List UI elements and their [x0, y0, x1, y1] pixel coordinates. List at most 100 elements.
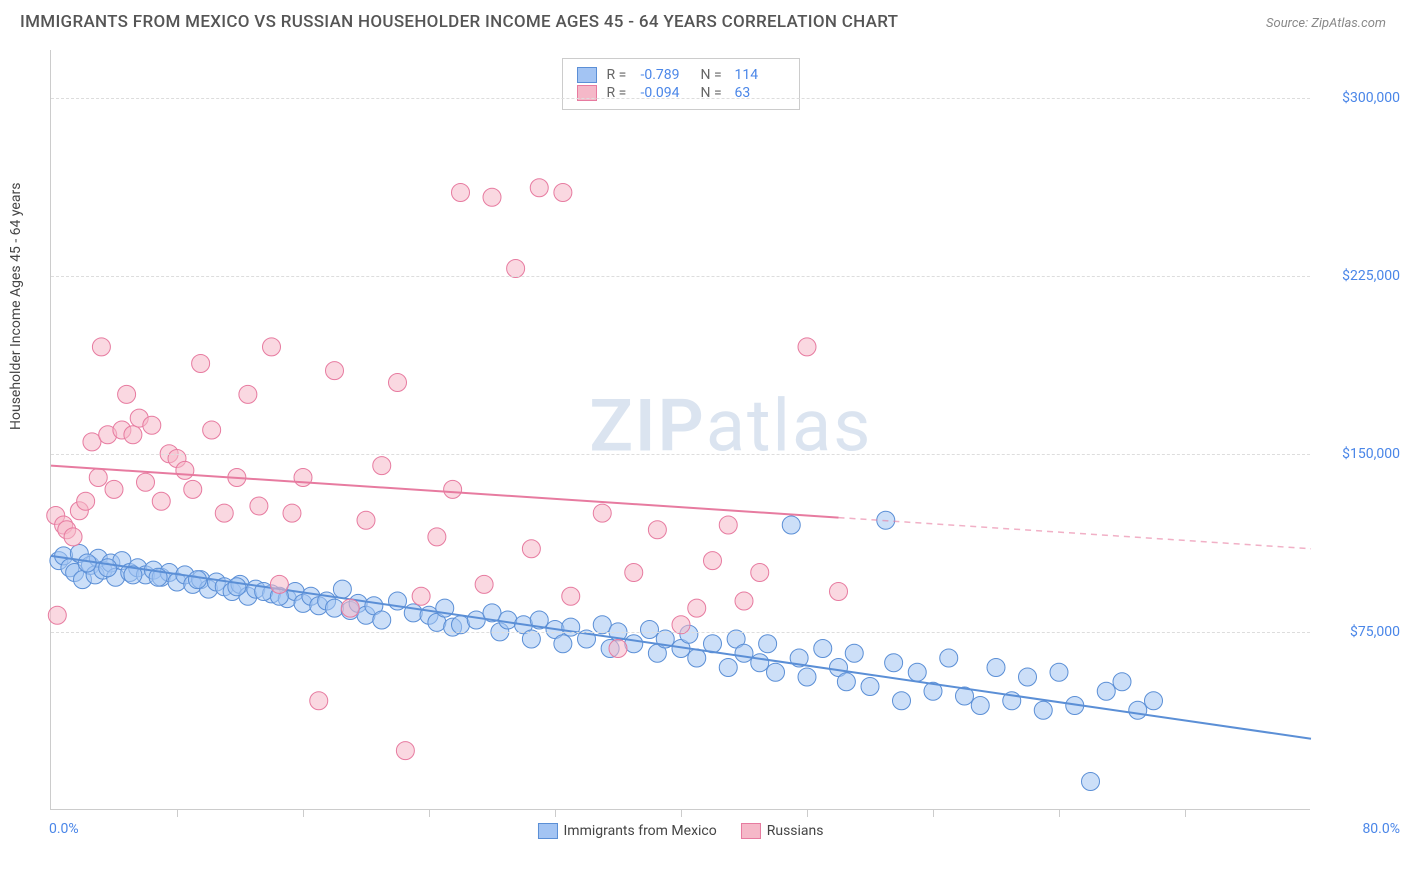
- data-point: [735, 644, 753, 662]
- data-point: [759, 635, 777, 653]
- data-point: [118, 385, 136, 403]
- data-point: [688, 649, 706, 667]
- data-point: [192, 355, 210, 373]
- data-point: [767, 663, 785, 681]
- x-tick: [681, 809, 682, 817]
- data-point: [396, 742, 414, 760]
- stat-r-value: -0.094: [641, 85, 691, 101]
- data-point: [735, 592, 753, 610]
- stat-n-value: 114: [735, 67, 785, 83]
- data-point: [373, 611, 391, 629]
- data-point: [562, 587, 580, 605]
- data-point: [1034, 701, 1052, 719]
- trend-line: [51, 556, 1311, 739]
- data-point: [64, 528, 82, 546]
- data-point: [357, 511, 375, 529]
- x-axis-max-label: 80.0%: [1362, 821, 1400, 837]
- data-point: [239, 385, 257, 403]
- stat-r-label: R =: [607, 85, 631, 101]
- data-point: [215, 504, 233, 522]
- data-point: [798, 338, 816, 356]
- data-point: [704, 552, 722, 570]
- data-point: [1113, 673, 1131, 691]
- x-tick: [429, 809, 430, 817]
- data-point: [861, 678, 879, 696]
- data-point: [885, 654, 903, 672]
- x-tick: [807, 809, 808, 817]
- data-point: [270, 575, 288, 593]
- data-point: [782, 516, 800, 534]
- chart-title: IMMIGRANTS FROM MEXICO VS RUSSIAN HOUSEH…: [20, 12, 898, 32]
- y-tick-label: $225,000: [1342, 268, 1400, 284]
- data-point: [137, 473, 155, 491]
- data-point: [522, 540, 540, 558]
- data-point: [893, 692, 911, 710]
- data-point: [1050, 663, 1068, 681]
- data-point: [77, 492, 95, 510]
- stat-n-label: N =: [701, 85, 725, 101]
- grid-line: [51, 632, 1310, 633]
- x-tick: [1059, 809, 1060, 817]
- data-point: [751, 654, 769, 672]
- x-tick: [555, 809, 556, 817]
- data-point: [99, 559, 117, 577]
- x-tick: [1185, 809, 1186, 817]
- x-tick: [177, 809, 178, 817]
- data-point: [1097, 682, 1115, 700]
- grid-line: [51, 454, 1310, 455]
- legend-swatch: [577, 85, 597, 101]
- stat-r-value: -0.789: [641, 67, 691, 83]
- data-point: [688, 599, 706, 617]
- data-point: [124, 426, 142, 444]
- chart-source: Source: ZipAtlas.com: [1266, 16, 1386, 31]
- data-point: [228, 578, 246, 596]
- data-point: [105, 480, 123, 498]
- legend-swatch: [577, 67, 597, 83]
- legend-stats: R = -0.789 N = 114 R = -0.094 N = 63: [562, 58, 800, 110]
- data-point: [250, 497, 268, 515]
- stat-r-label: R =: [607, 67, 631, 83]
- data-point: [837, 673, 855, 691]
- data-point: [814, 640, 832, 658]
- scatter-plot-svg: [51, 50, 1310, 809]
- data-point: [499, 611, 517, 629]
- x-axis-min-label: 0.0%: [49, 821, 79, 837]
- stat-n-value: 63: [735, 85, 785, 101]
- legend-series-label: Immigrants from Mexico: [563, 823, 716, 839]
- trend-line-dashed: [839, 518, 1312, 549]
- legend-series-label: Russians: [767, 823, 824, 839]
- data-point: [326, 362, 344, 380]
- data-point: [184, 480, 202, 498]
- data-point: [593, 504, 611, 522]
- legend-stat-row: R = -0.094 N = 63: [577, 85, 785, 101]
- data-point: [719, 516, 737, 534]
- data-point: [987, 659, 1005, 677]
- data-point: [562, 618, 580, 636]
- data-point: [428, 528, 446, 546]
- data-point: [1145, 692, 1163, 710]
- legend-series-item: Immigrants from Mexico: [537, 823, 716, 839]
- data-point: [641, 621, 659, 639]
- legend-stat-row: R =-0.789N =114: [577, 67, 785, 83]
- data-point: [176, 461, 194, 479]
- data-point: [341, 599, 359, 617]
- chart-plot-area: ZIPatlas R =-0.789N =114R =-0.094N =63 0…: [50, 50, 1310, 810]
- data-point: [389, 374, 407, 392]
- data-point: [92, 338, 110, 356]
- data-point: [1082, 773, 1100, 791]
- data-point: [908, 663, 926, 681]
- legend-series: Immigrants from Mexico Russians: [537, 823, 823, 839]
- data-point: [412, 587, 430, 605]
- data-point: [971, 697, 989, 715]
- data-point: [373, 457, 391, 475]
- data-point: [719, 659, 737, 677]
- grid-line: [51, 276, 1310, 277]
- data-point: [452, 184, 470, 202]
- data-point: [1129, 701, 1147, 719]
- data-point: [554, 635, 572, 653]
- data-point: [444, 480, 462, 498]
- data-point: [530, 179, 548, 197]
- legend-swatch: [741, 823, 761, 839]
- data-point: [625, 635, 643, 653]
- y-tick-label: $300,000: [1342, 90, 1400, 106]
